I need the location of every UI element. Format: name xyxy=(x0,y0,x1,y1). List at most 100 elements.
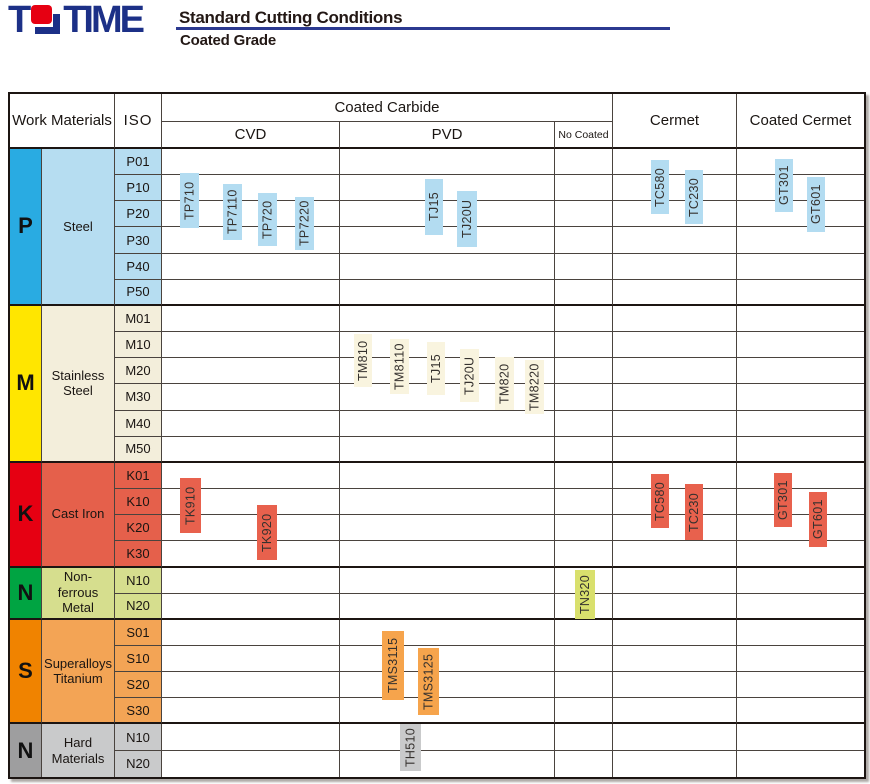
grid-cell xyxy=(737,332,864,359)
grade-bar-tm8110: TM8110 xyxy=(390,339,409,394)
grid-cell xyxy=(737,645,864,673)
iso-cell-P-P01: P01 xyxy=(115,149,162,176)
grade-bar-tj20u: TJ20U xyxy=(457,191,477,247)
grade-bar-tc580: TC580 xyxy=(651,160,669,214)
grid-cell xyxy=(162,645,340,673)
grid-cell xyxy=(737,462,864,490)
iso-cell-K-K30: K30 xyxy=(115,541,162,568)
iso-cell-M-M10: M10 xyxy=(115,332,162,359)
grid-cell xyxy=(555,724,613,751)
grid-cell xyxy=(555,541,613,568)
grid-cell xyxy=(340,515,555,542)
grid-cell xyxy=(555,489,613,516)
grade-bar-tk920: TK920 xyxy=(257,505,277,560)
grid-cell xyxy=(613,358,737,385)
grid-cell xyxy=(340,593,555,620)
grade-bar-gt301: GT301 xyxy=(774,473,792,527)
grid-cell xyxy=(340,201,555,228)
grid-cell xyxy=(555,305,613,333)
grid-cell xyxy=(613,227,737,254)
grid-cell xyxy=(613,384,737,411)
material-cell-P: Steel xyxy=(42,149,115,306)
grid-cell xyxy=(162,567,340,594)
grid-cell xyxy=(737,724,864,751)
grid-cell xyxy=(737,750,864,777)
grid-cell xyxy=(613,515,737,542)
grade-bar-tc230: TC230 xyxy=(685,484,703,540)
grid-cell xyxy=(737,698,864,725)
grid-cell xyxy=(737,253,864,280)
grade-bar-gt601: GT601 xyxy=(809,492,827,547)
grid-cell xyxy=(555,672,613,699)
grid-cell xyxy=(162,672,340,699)
grade-bar-th510: TH510 xyxy=(400,724,421,771)
iso-cell-M-M40: M40 xyxy=(115,410,162,437)
col-header-work-materials: Work Materials xyxy=(10,94,115,149)
grid-cell xyxy=(613,175,737,202)
grade-chart: Work Materials ISO Coated Carbide CVD PV… xyxy=(8,92,866,779)
grid-cell xyxy=(162,305,340,333)
grid-cell xyxy=(613,541,737,568)
grid-cell xyxy=(162,384,340,411)
title-rule xyxy=(176,27,670,30)
iso-cell-K-K20: K20 xyxy=(115,515,162,542)
letter-cell-K: K xyxy=(10,462,42,568)
grid-cell xyxy=(613,619,737,646)
grid-cell xyxy=(613,462,737,490)
grid-cell xyxy=(555,515,613,542)
grid-cell xyxy=(737,436,864,463)
grid-cell xyxy=(555,436,613,463)
grid-cell xyxy=(162,410,340,437)
grid-cell xyxy=(340,750,555,777)
iso-cell-S-S20: S20 xyxy=(115,672,162,699)
grade-bar-tm8220: TM8220 xyxy=(525,360,544,414)
grid-cell xyxy=(555,384,613,411)
grid-cell xyxy=(613,279,737,306)
iso-cell-P-P30: P30 xyxy=(115,227,162,254)
letter-cell-N: N xyxy=(10,567,42,620)
grid-cell xyxy=(555,332,613,359)
grade-bar-tp710: TP710 xyxy=(180,173,199,228)
grade-bar-tm820: TM820 xyxy=(495,357,514,410)
grade-bar-tk910: TK910 xyxy=(180,478,201,533)
grid-cell xyxy=(340,724,555,751)
grid-cell xyxy=(737,619,864,646)
grid-cell xyxy=(613,149,737,176)
grid-cell xyxy=(340,358,555,385)
col-header-cvd: CVD xyxy=(162,122,340,149)
col-header-no-coated: No Coated xyxy=(555,122,613,149)
grid-cell xyxy=(340,410,555,437)
grid-cell xyxy=(340,279,555,306)
grid-cell xyxy=(613,698,737,725)
grid-cell xyxy=(162,332,340,359)
logo-letters-time: TIME xyxy=(63,0,145,41)
grid-cell xyxy=(340,384,555,411)
grid-cell xyxy=(555,358,613,385)
material-cell-S: Superalloys Titanium xyxy=(42,619,115,725)
grade-bar-tms3125: TMS3125 xyxy=(418,648,439,715)
grid-cell xyxy=(340,227,555,254)
grade-bar-tn320: TN320 xyxy=(575,570,595,619)
brand-logo: T TIME xyxy=(8,0,145,41)
logo-o-mark-icon xyxy=(31,4,61,36)
grid-cell xyxy=(737,567,864,594)
iso-cell-S-S01: S01 xyxy=(115,619,162,646)
iso-cell-M-M50: M50 xyxy=(115,436,162,463)
grid-cell xyxy=(340,462,555,490)
grid-cell xyxy=(737,279,864,306)
col-header-cermet: Cermet xyxy=(613,94,737,149)
material-cell-H: Hard Materials xyxy=(42,724,115,777)
iso-cell-S-S10: S10 xyxy=(115,645,162,673)
grid-cell xyxy=(737,149,864,176)
iso-cell-N-N10: N10 xyxy=(115,567,162,594)
grid-cell xyxy=(340,541,555,568)
grid-cell xyxy=(162,149,340,176)
grid-cell xyxy=(613,750,737,777)
grid-cell xyxy=(340,436,555,463)
col-header-iso: ISO xyxy=(115,94,162,149)
grid-cell xyxy=(340,175,555,202)
grid-cell xyxy=(737,227,864,254)
grid-cell xyxy=(555,698,613,725)
iso-cell-S-S30: S30 xyxy=(115,698,162,725)
iso-cell-P-P10: P10 xyxy=(115,175,162,202)
